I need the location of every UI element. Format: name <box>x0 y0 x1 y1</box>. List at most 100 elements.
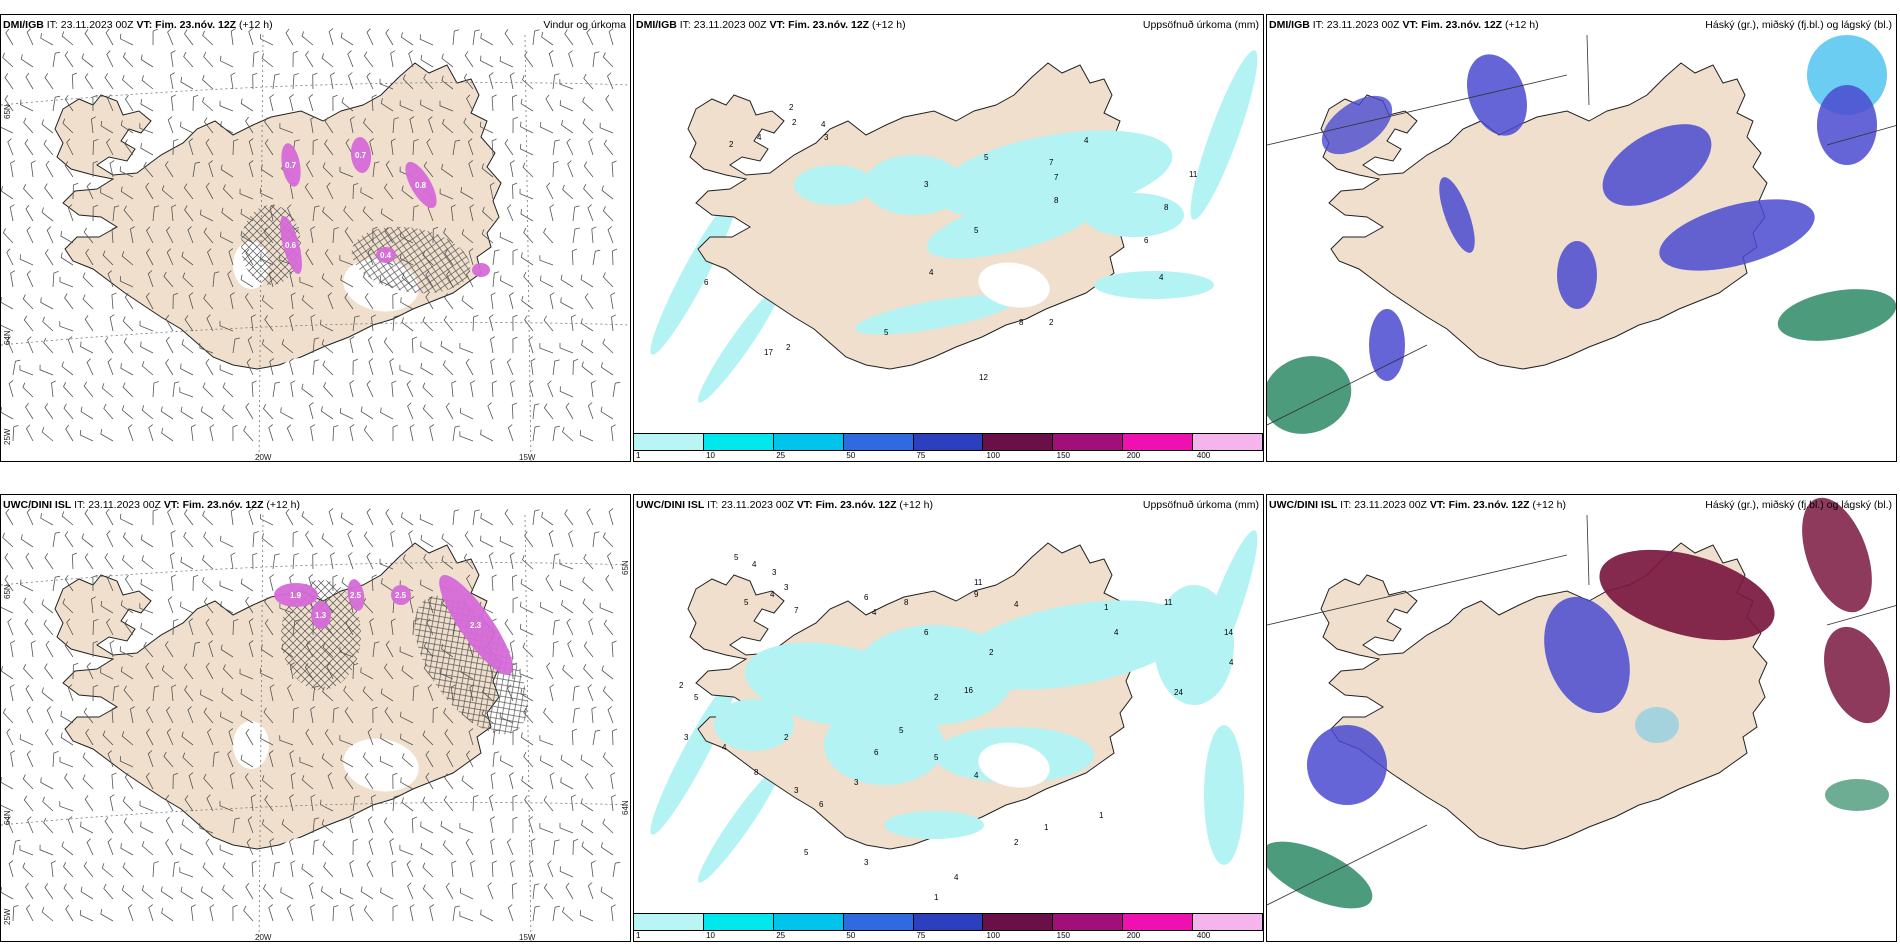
colorbar-tick-label: 100 <box>986 451 1000 460</box>
wind-barb <box>287 684 294 702</box>
wind-barb <box>172 292 179 310</box>
wind-barb <box>64 773 74 790</box>
wind-barb <box>261 533 274 548</box>
wind-barb <box>520 121 534 134</box>
precip-amount-label: 6 <box>864 593 869 602</box>
wind-barb <box>63 403 74 420</box>
wind-barb <box>363 905 374 922</box>
wind-barb <box>379 756 394 768</box>
wind-barb <box>140 99 154 112</box>
precip-contour <box>376 247 396 263</box>
wind-barb <box>200 689 214 702</box>
wind-barb <box>123 817 134 834</box>
wind-barb <box>425 292 434 310</box>
wind-barb <box>339 646 354 658</box>
colorbar-tick-label: 150 <box>1056 931 1071 940</box>
wind-barb <box>246 358 254 376</box>
wind-barb <box>232 904 238 922</box>
longitude-line <box>258 514 264 941</box>
wind-barb <box>145 292 154 310</box>
wind-barb <box>441 75 454 90</box>
wind-barb <box>465 358 474 376</box>
wind-barb <box>199 823 214 834</box>
wind-barb <box>362 752 374 768</box>
wind-barb <box>122 316 134 332</box>
wind-barb <box>251 380 257 398</box>
wind-barb <box>105 28 114 46</box>
wind-barb <box>27 816 34 834</box>
precip-contour <box>391 585 411 605</box>
wind-barb <box>64 293 74 310</box>
wind-barb <box>229 772 235 790</box>
colorbar-swatch <box>913 434 984 450</box>
wind-barb <box>422 884 434 900</box>
wind-barb <box>269 94 275 112</box>
precip-amount-label: 7 <box>794 606 799 615</box>
wind-barb <box>140 623 154 636</box>
wind-barb <box>511 882 518 900</box>
wind-barb <box>26 28 34 46</box>
wind-barb <box>512 596 518 614</box>
wind-barb <box>250 794 256 812</box>
wind-barb <box>67 816 74 834</box>
precip-amount-label: 6 <box>1144 236 1149 245</box>
wind-barb <box>192 574 199 592</box>
wind-barb <box>420 54 434 68</box>
wind-barb <box>507 424 514 442</box>
wind-barb <box>180 556 194 570</box>
wind-barb <box>479 121 494 134</box>
vt-value: Fim. 23.nóv. 12Z <box>815 499 897 511</box>
wind-barb <box>520 688 534 702</box>
wind-barb <box>324 117 334 134</box>
wind-barb <box>264 597 274 614</box>
wind-barb <box>180 121 194 134</box>
wind-barb <box>109 640 115 658</box>
wind-barb <box>603 619 614 636</box>
contour-value-label: 0.8 <box>415 181 427 190</box>
mid-cloud-area <box>1817 85 1877 165</box>
wind-barb <box>145 662 154 680</box>
wind-barb <box>172 381 180 398</box>
wind-barb <box>532 403 540 420</box>
wind-barb <box>427 684 434 702</box>
wind-barb <box>85 248 94 266</box>
wind-barb <box>289 838 294 856</box>
wind-barb <box>172 618 179 636</box>
wind-barb <box>580 798 594 812</box>
wind-barb <box>24 139 34 156</box>
precip-area <box>955 600 1193 690</box>
wind-barb <box>44 73 54 90</box>
wind-barb <box>40 513 54 526</box>
wind-barb <box>179 387 194 398</box>
precip-contour <box>472 263 490 277</box>
lead-label: (+12 h) <box>266 499 300 511</box>
wind-barb <box>599 602 614 614</box>
wind-barb <box>92 619 99 636</box>
precip-amount-label: 2 <box>679 681 684 690</box>
precip-amount-label: 14 <box>1224 628 1233 637</box>
precip-amount-label: 6 <box>924 628 929 637</box>
wind-barb <box>583 184 594 200</box>
wind-barb <box>582 118 594 134</box>
mid-cloud-area <box>1659 199 1815 271</box>
wind-barb <box>327 292 334 310</box>
wind-barb <box>560 297 574 310</box>
wind-barb <box>564 509 574 526</box>
mid-cloud-area <box>1369 309 1405 381</box>
wind-barb <box>583 73 594 90</box>
wind-barb <box>23 315 34 332</box>
panel-uwc-wind-precip: UWC/DINI ISL IT: 23.11.2023 00Z VT: Fim.… <box>0 494 631 942</box>
wind-barb <box>460 187 474 200</box>
lead-label: (+12 h) <box>872 19 906 31</box>
wind-barb <box>543 403 554 420</box>
wind-barb <box>312 138 319 156</box>
wind-barb <box>489 182 495 200</box>
wind-barb <box>581 841 594 856</box>
wind-barb <box>349 380 355 398</box>
wind-barb <box>581 361 594 376</box>
wind-barb <box>520 208 534 222</box>
wind-barb <box>509 292 514 310</box>
precip-amount-label: 4 <box>722 743 727 752</box>
wind-barb <box>180 886 194 900</box>
wind-barb <box>362 686 374 702</box>
